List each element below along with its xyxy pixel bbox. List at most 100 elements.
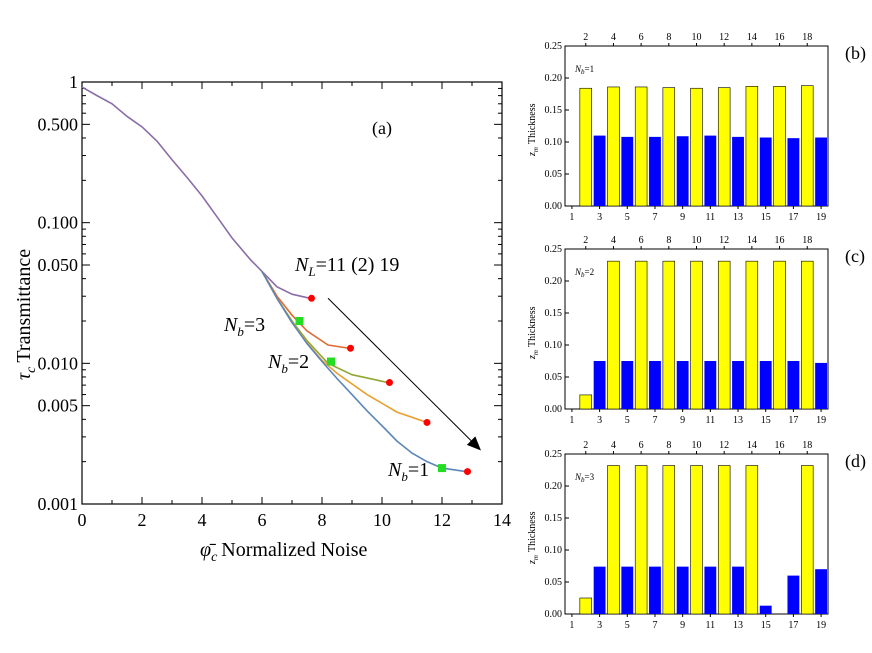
x-tick-label: 4 [198,510,207,530]
trend-arrowhead [466,436,481,451]
x-tick-label: 3 [597,620,602,631]
x-tick-label: 7 [652,212,657,223]
bar [759,137,772,206]
series-end-point [308,294,315,302]
bar [607,260,620,410]
x-tick-label: 19 [816,212,826,223]
x-top-tick-label: 16 [775,32,785,43]
x-tick-label: 17 [788,415,798,426]
bar [717,87,731,207]
y-tick-label: 0.10 [545,545,563,556]
nb3-annotation: Nb=3 [223,314,265,339]
y-tick-label: 0.05 [545,577,563,588]
series-line [261,271,467,473]
x-top-tick-label: 8 [666,32,671,43]
series-end-point [464,468,471,476]
bar [621,136,634,206]
series-end-point [423,418,431,426]
panel-a-frame [81,81,503,505]
x-tick-label: 7 [652,415,657,426]
y-tick-label: 0.00 [545,201,563,212]
x-tick-label: 13 [733,620,743,631]
y-tick-label: 0.00 [545,404,563,415]
x-tick-label: 15 [761,415,771,426]
bar [634,465,648,615]
inset-label: Nb=2 [574,267,594,279]
series-end-point [347,344,354,352]
x-top-tick-label: 12 [719,235,729,246]
x-top-tick-label: 14 [747,440,757,451]
panel-b-bar-chart: 0.000.050.100.150.200.251 3 5 7 9 11 13 15 17 192… [527,32,866,223]
bar [593,135,606,206]
bar [649,136,661,206]
y-tick-label: 0.25 [545,244,563,255]
y-tick-label: 0.05 [545,372,563,383]
bar [621,566,634,614]
y-tick-label: 0.500 [38,114,79,134]
x-top-tick-label: 18 [802,440,812,451]
series-line [261,271,350,350]
bar [676,361,689,409]
x-tick-label: 5 [625,212,630,223]
y-tick-label: 0.20 [545,276,563,287]
nb2-annotation: Nb=2 [267,351,309,376]
bar [717,260,731,410]
x-top-tick-label: 18 [802,32,812,43]
x-top-tick-label: 2 [583,32,588,43]
x-top-tick-label: 10 [692,440,702,451]
y-tick-label: 0.15 [545,105,563,116]
x-tick-label: 6 [258,510,267,530]
nb-marker [438,464,446,473]
x-top-tick-label: 4 [611,32,616,43]
x-top-tick-label: 2 [583,235,588,246]
x-tick-label: 1 [569,415,574,426]
x-tick-label: 3 [597,415,602,426]
y-axis-label: zmThickness [527,511,540,565]
bar [745,465,759,615]
x-tick-label: 8 [318,510,327,530]
panel-a-line-chart: 0 2 4 6 8 10 12 14 1 0.500 0.100 0.050 0.010 0.005 0.0… [13,72,511,565]
y-tick-label: 1 [69,72,78,92]
shared-curve [81,86,263,273]
x-tick-label: 2 [138,510,147,530]
y-tick-label: 0.10 [545,340,563,351]
panel-label: (b) [845,43,866,64]
x-top-tick-label: 6 [639,440,644,451]
x-top-tick-label: 4 [611,235,616,246]
nb-marker [295,316,304,325]
bar [815,137,827,206]
x-tick-label: 3 [597,212,602,223]
bar [759,605,772,614]
bar [579,394,592,410]
bar [676,566,689,614]
x-tick-label: 11 [706,212,716,223]
y-tick-label: 0.25 [545,449,563,460]
bar [607,86,620,207]
bar [759,361,772,409]
bar [690,260,703,410]
x-tick-label: 11 [706,415,716,426]
x-top-tick-label: 4 [611,440,616,451]
x-tick-label: 7 [652,620,657,631]
x-top-tick-label: 6 [639,32,644,43]
bar [732,361,744,409]
panel-a-label: (a) [372,118,392,139]
bar [662,465,676,615]
bar [815,569,827,614]
bar [649,361,661,409]
x-top-tick-label: 2 [583,440,588,451]
x-tick-label: 15 [761,212,771,223]
x-tick-label: 5 [625,415,630,426]
nl-annotation: NL=11 (2) 19 [294,254,399,279]
series-line [261,270,311,300]
x-tick-label: 10 [373,510,391,530]
bar [634,86,648,207]
x-tick-label: 15 [761,620,771,631]
bar [690,87,703,207]
bar [579,87,592,207]
bar [773,86,786,207]
bar [621,361,634,409]
x-top-tick-label: 18 [802,235,812,246]
x-top-tick-label: 16 [775,235,785,246]
bar [704,135,717,206]
